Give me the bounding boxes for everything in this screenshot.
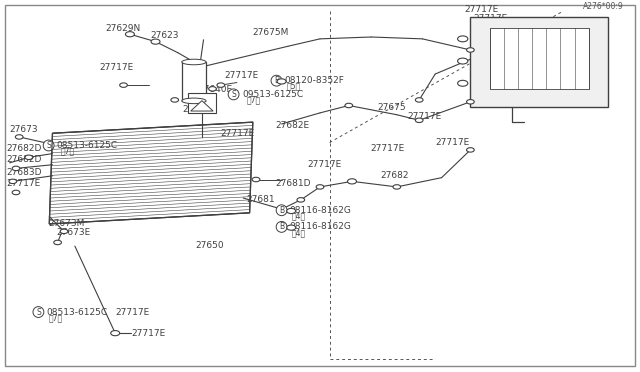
Text: 27682E: 27682E <box>275 121 309 129</box>
Text: 27673E: 27673E <box>56 228 91 237</box>
Text: 27717E: 27717E <box>131 328 166 338</box>
Text: 08116-8162G: 08116-8162G <box>289 206 351 215</box>
Circle shape <box>15 135 23 139</box>
Text: 〈7〉: 〈7〉 <box>61 147 75 155</box>
Text: B: B <box>279 206 284 215</box>
Text: 〈7〉: 〈7〉 <box>49 313 63 322</box>
Circle shape <box>415 118 423 122</box>
Circle shape <box>458 58 468 64</box>
Text: 27717E: 27717E <box>408 112 442 121</box>
Circle shape <box>393 185 401 189</box>
Circle shape <box>120 83 127 87</box>
Circle shape <box>60 229 68 234</box>
Text: 27681D: 27681D <box>275 179 310 188</box>
Text: 27717E: 27717E <box>115 308 150 317</box>
Text: S: S <box>231 90 236 99</box>
Circle shape <box>287 225 296 230</box>
Text: 27682D: 27682D <box>6 144 42 153</box>
Bar <box>182 62 206 101</box>
Text: 09513-6125C: 09513-6125C <box>242 90 303 99</box>
Text: 27640: 27640 <box>182 105 211 114</box>
Text: 27683D: 27683D <box>6 168 42 177</box>
Text: 27629N: 27629N <box>106 24 141 33</box>
Text: 27640E: 27640E <box>198 86 232 94</box>
Ellipse shape <box>182 59 206 65</box>
Text: 27717E: 27717E <box>224 71 259 80</box>
Text: 27717E: 27717E <box>464 5 499 14</box>
Circle shape <box>111 331 120 336</box>
Circle shape <box>25 155 33 160</box>
Polygon shape <box>191 101 213 111</box>
Text: 08513-6125C: 08513-6125C <box>46 308 108 317</box>
Bar <box>490 28 589 89</box>
Circle shape <box>467 48 474 52</box>
Circle shape <box>125 32 134 37</box>
Text: 27682: 27682 <box>381 171 410 180</box>
Circle shape <box>415 98 423 102</box>
Circle shape <box>12 190 20 195</box>
Text: 27673: 27673 <box>10 125 38 134</box>
FancyBboxPatch shape <box>5 5 635 366</box>
Circle shape <box>345 103 353 108</box>
Circle shape <box>297 198 305 202</box>
Text: 〈5〉: 〈5〉 <box>287 82 301 91</box>
Polygon shape <box>49 122 253 224</box>
Text: 27675M: 27675M <box>253 28 289 37</box>
Circle shape <box>467 100 474 104</box>
Text: 27717E: 27717E <box>370 144 404 153</box>
Text: 27675: 27675 <box>378 103 406 112</box>
Text: 〈7〉: 〈7〉 <box>246 96 260 105</box>
Text: 27717E: 27717E <box>307 160 342 169</box>
Text: 27650: 27650 <box>195 241 224 250</box>
Text: 〈4〉: 〈4〉 <box>292 228 306 237</box>
Circle shape <box>287 208 296 214</box>
Text: S: S <box>36 308 41 317</box>
Text: 27623: 27623 <box>150 31 179 40</box>
Circle shape <box>217 83 225 87</box>
Circle shape <box>467 148 474 152</box>
Text: 27717E: 27717E <box>221 129 255 138</box>
Circle shape <box>12 166 20 171</box>
Text: 27682D: 27682D <box>6 155 42 164</box>
Circle shape <box>277 79 286 84</box>
Text: 08116-8162G: 08116-8162G <box>289 222 351 231</box>
Circle shape <box>458 80 468 86</box>
Text: 27717E: 27717E <box>99 63 134 72</box>
Text: 08120-8352F: 08120-8352F <box>284 76 344 85</box>
Text: 27681: 27681 <box>246 195 275 204</box>
Text: S: S <box>46 141 51 150</box>
Text: 27717E: 27717E <box>435 138 470 147</box>
Text: B: B <box>279 222 284 231</box>
Circle shape <box>151 39 160 44</box>
Text: 27673M: 27673M <box>48 219 84 228</box>
Bar <box>470 17 608 108</box>
Circle shape <box>54 240 61 245</box>
Circle shape <box>458 36 468 42</box>
Circle shape <box>252 177 260 182</box>
Circle shape <box>316 185 324 189</box>
Text: 〈4〉: 〈4〉 <box>292 211 306 220</box>
Circle shape <box>209 87 216 91</box>
Text: B: B <box>274 76 279 85</box>
Circle shape <box>171 98 179 102</box>
Ellipse shape <box>182 98 206 104</box>
Text: 08513-6125C: 08513-6125C <box>56 141 118 150</box>
Text: 27717E: 27717E <box>474 14 508 23</box>
Text: 27717E: 27717E <box>6 179 41 189</box>
Bar <box>188 93 216 113</box>
Circle shape <box>9 179 17 184</box>
Circle shape <box>348 179 356 184</box>
Text: A276*00:9: A276*00:9 <box>583 2 624 11</box>
